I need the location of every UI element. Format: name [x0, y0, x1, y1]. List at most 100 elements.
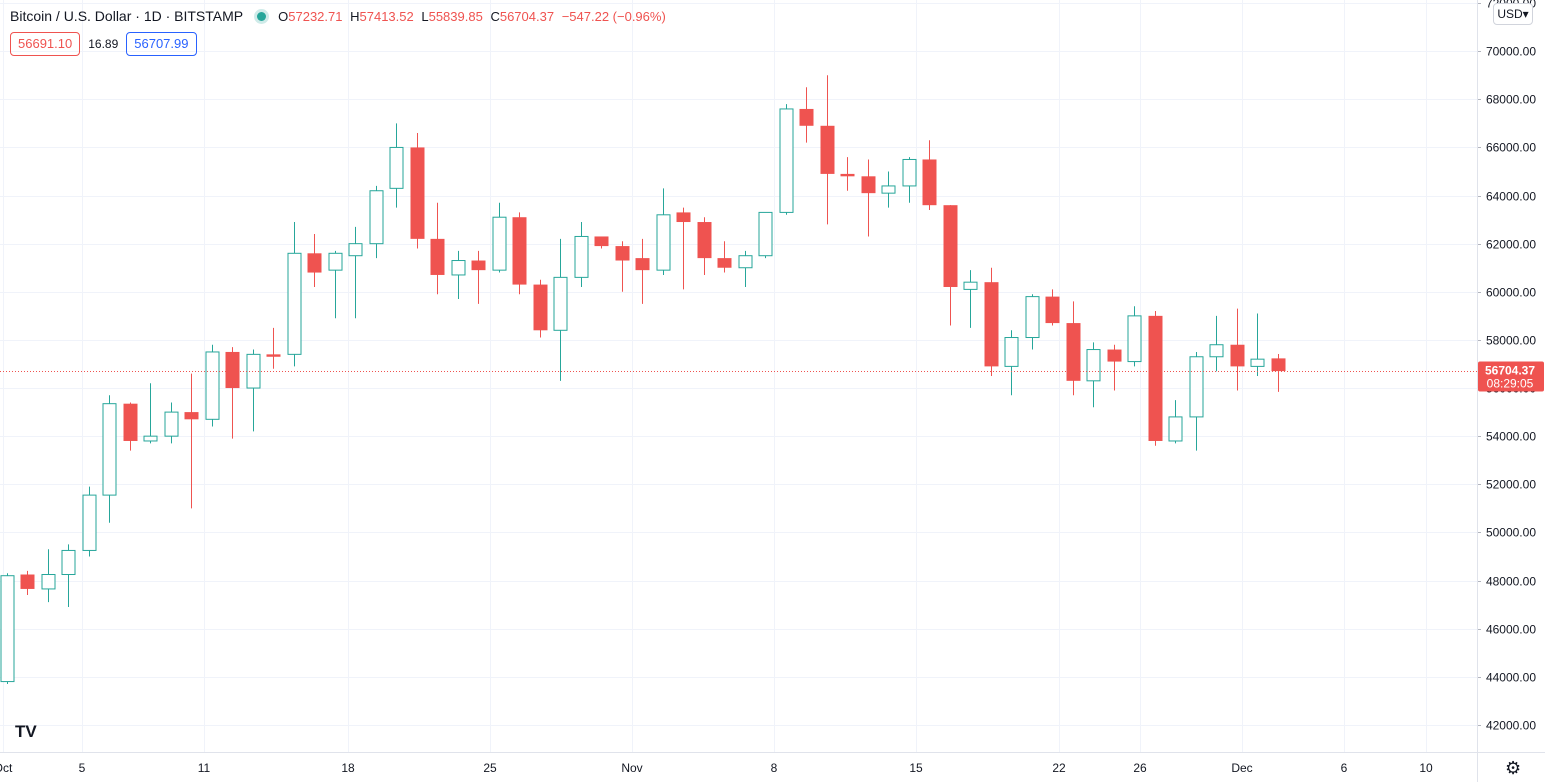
y-tick-label: 64000.00: [1486, 190, 1536, 204]
candle-body-up: [328, 252, 343, 271]
candle-body-up: [369, 190, 384, 245]
candle-body-up: [1250, 358, 1265, 367]
gear-icon[interactable]: ⚙: [1505, 758, 1522, 778]
y-tick-label: 54000.00: [1486, 430, 1536, 444]
change-value: −547.22 (−0.96%): [561, 8, 666, 24]
x-tick-label: 26: [1133, 761, 1147, 775]
candle-body-down: [635, 258, 650, 271]
candle-body-down: [512, 217, 527, 285]
last-price-label: 56704.37: [1485, 364, 1535, 378]
x-tick-label: 15: [909, 761, 923, 775]
tradingview-logo-icon[interactable]: TV: [15, 722, 37, 741]
y-tick-label: 46000.00: [1486, 623, 1536, 637]
candle-body-down: [594, 236, 609, 247]
candle-body-down: [1107, 349, 1122, 362]
candle-body-up: [881, 185, 896, 194]
high-key: H: [350, 8, 360, 24]
candle-body-down: [410, 147, 425, 239]
candle-body-down: [922, 159, 937, 206]
x-tick-label: 25: [483, 761, 497, 775]
candle-body-up: [451, 260, 466, 276]
candle-body-down: [615, 246, 630, 261]
y-tick-label: 60000.00: [1486, 286, 1536, 300]
x-tick-label: 8: [771, 761, 778, 775]
chevron-down-icon: ▾: [1522, 7, 1529, 21]
y-tick-label: 42000.00: [1486, 719, 1536, 733]
x-tick-label: 6: [1341, 761, 1348, 775]
countdown-label: 08:29:05: [1487, 377, 1534, 391]
candle-body-down: [430, 238, 445, 275]
candle-body-down: [1045, 296, 1060, 324]
sell-price-button[interactable]: 56691.10: [10, 32, 81, 56]
candle-body-up: [779, 108, 794, 213]
candle-body-up: [553, 276, 568, 331]
candle-body-up: [656, 214, 671, 271]
candle-body-up: [492, 216, 507, 271]
low-key: L: [421, 8, 429, 24]
candle-body-up: [1209, 344, 1224, 358]
candle-body-up: [41, 574, 56, 590]
close-value: 56704.37: [499, 8, 555, 24]
high-value: 57413.52: [359, 8, 414, 24]
open-key: O: [278, 8, 289, 24]
candle-body-up: [1127, 315, 1142, 363]
candle-body-down: [1230, 344, 1245, 367]
candle-body-up: [102, 403, 117, 496]
y-tick-label: 48000.00: [1486, 575, 1536, 589]
candle-body-down: [984, 282, 999, 367]
y-tick-label: 68000.00: [1486, 93, 1536, 107]
chart-legend: Bitcoin / U.S. Dollar · 1D · BITSTAMP O5…: [10, 8, 670, 24]
candle-body-down: [676, 212, 691, 223]
candles-group: [0, 75, 1286, 684]
candle-body-down: [840, 173, 855, 177]
candle-body-up: [143, 435, 158, 442]
y-tick-label: 70000.00: [1486, 45, 1536, 59]
candle-body-down: [20, 574, 35, 589]
candle-body-up: [1004, 337, 1019, 367]
candle-body-down: [266, 354, 281, 357]
close-key: C: [490, 8, 500, 24]
candle-body-up: [61, 549, 76, 576]
x-tick-label: Oct: [0, 761, 13, 775]
candle-body-up: [164, 411, 179, 437]
candle-body-down: [307, 253, 322, 273]
candle-body-down: [1271, 358, 1286, 372]
ohlc-values: O57232.71 H57413.52 L55839.85 C56704.37 …: [278, 9, 670, 24]
open-value: 57232.71: [288, 8, 343, 24]
x-tick-label: 22: [1052, 761, 1066, 775]
candle-body-up: [1189, 356, 1204, 418]
low-value: 55839.85: [428, 8, 483, 24]
buy-price-button[interactable]: 56707.99: [126, 32, 197, 56]
symbol-title[interactable]: Bitcoin / U.S. Dollar · 1D · BITSTAMP: [10, 8, 244, 24]
candle-body-up: [1025, 296, 1040, 339]
x-tick-label: Nov: [621, 761, 642, 775]
trade-prices: 56691.10 16.89 56707.99: [10, 32, 197, 56]
candle-body-up: [1086, 349, 1101, 382]
y-tick-label: 52000.00: [1486, 478, 1536, 492]
last-price-label-bg: [1478, 361, 1544, 392]
candle-body-down: [820, 125, 835, 174]
candle-body-up: [348, 243, 363, 257]
y-tick-label: 44000.00: [1486, 671, 1536, 685]
candle-body-down: [861, 176, 876, 194]
currency-selector[interactable]: USD▾: [1493, 3, 1533, 25]
x-tick-label: 18: [341, 761, 355, 775]
x-tick-label: Dec: [1231, 761, 1252, 775]
candle-body-down: [225, 351, 240, 389]
candle-body-down: [471, 260, 486, 271]
candle-body-down: [799, 108, 814, 126]
candle-body-up: [205, 351, 220, 420]
candle-body-down: [123, 403, 138, 441]
y-tick-label: 58000.00: [1486, 334, 1536, 348]
candle-body-up: [902, 158, 917, 187]
candle-body-up: [574, 235, 589, 278]
candle-body-up: [758, 211, 773, 257]
candle-body-up: [82, 494, 97, 551]
candle-body-down: [943, 205, 958, 287]
candle-body-down: [717, 258, 732, 268]
y-tick-label: 50000.00: [1486, 526, 1536, 540]
y-tick-label: 62000.00: [1486, 238, 1536, 252]
candle-body-down: [1066, 323, 1081, 381]
x-tick-label: 11: [198, 761, 211, 775]
